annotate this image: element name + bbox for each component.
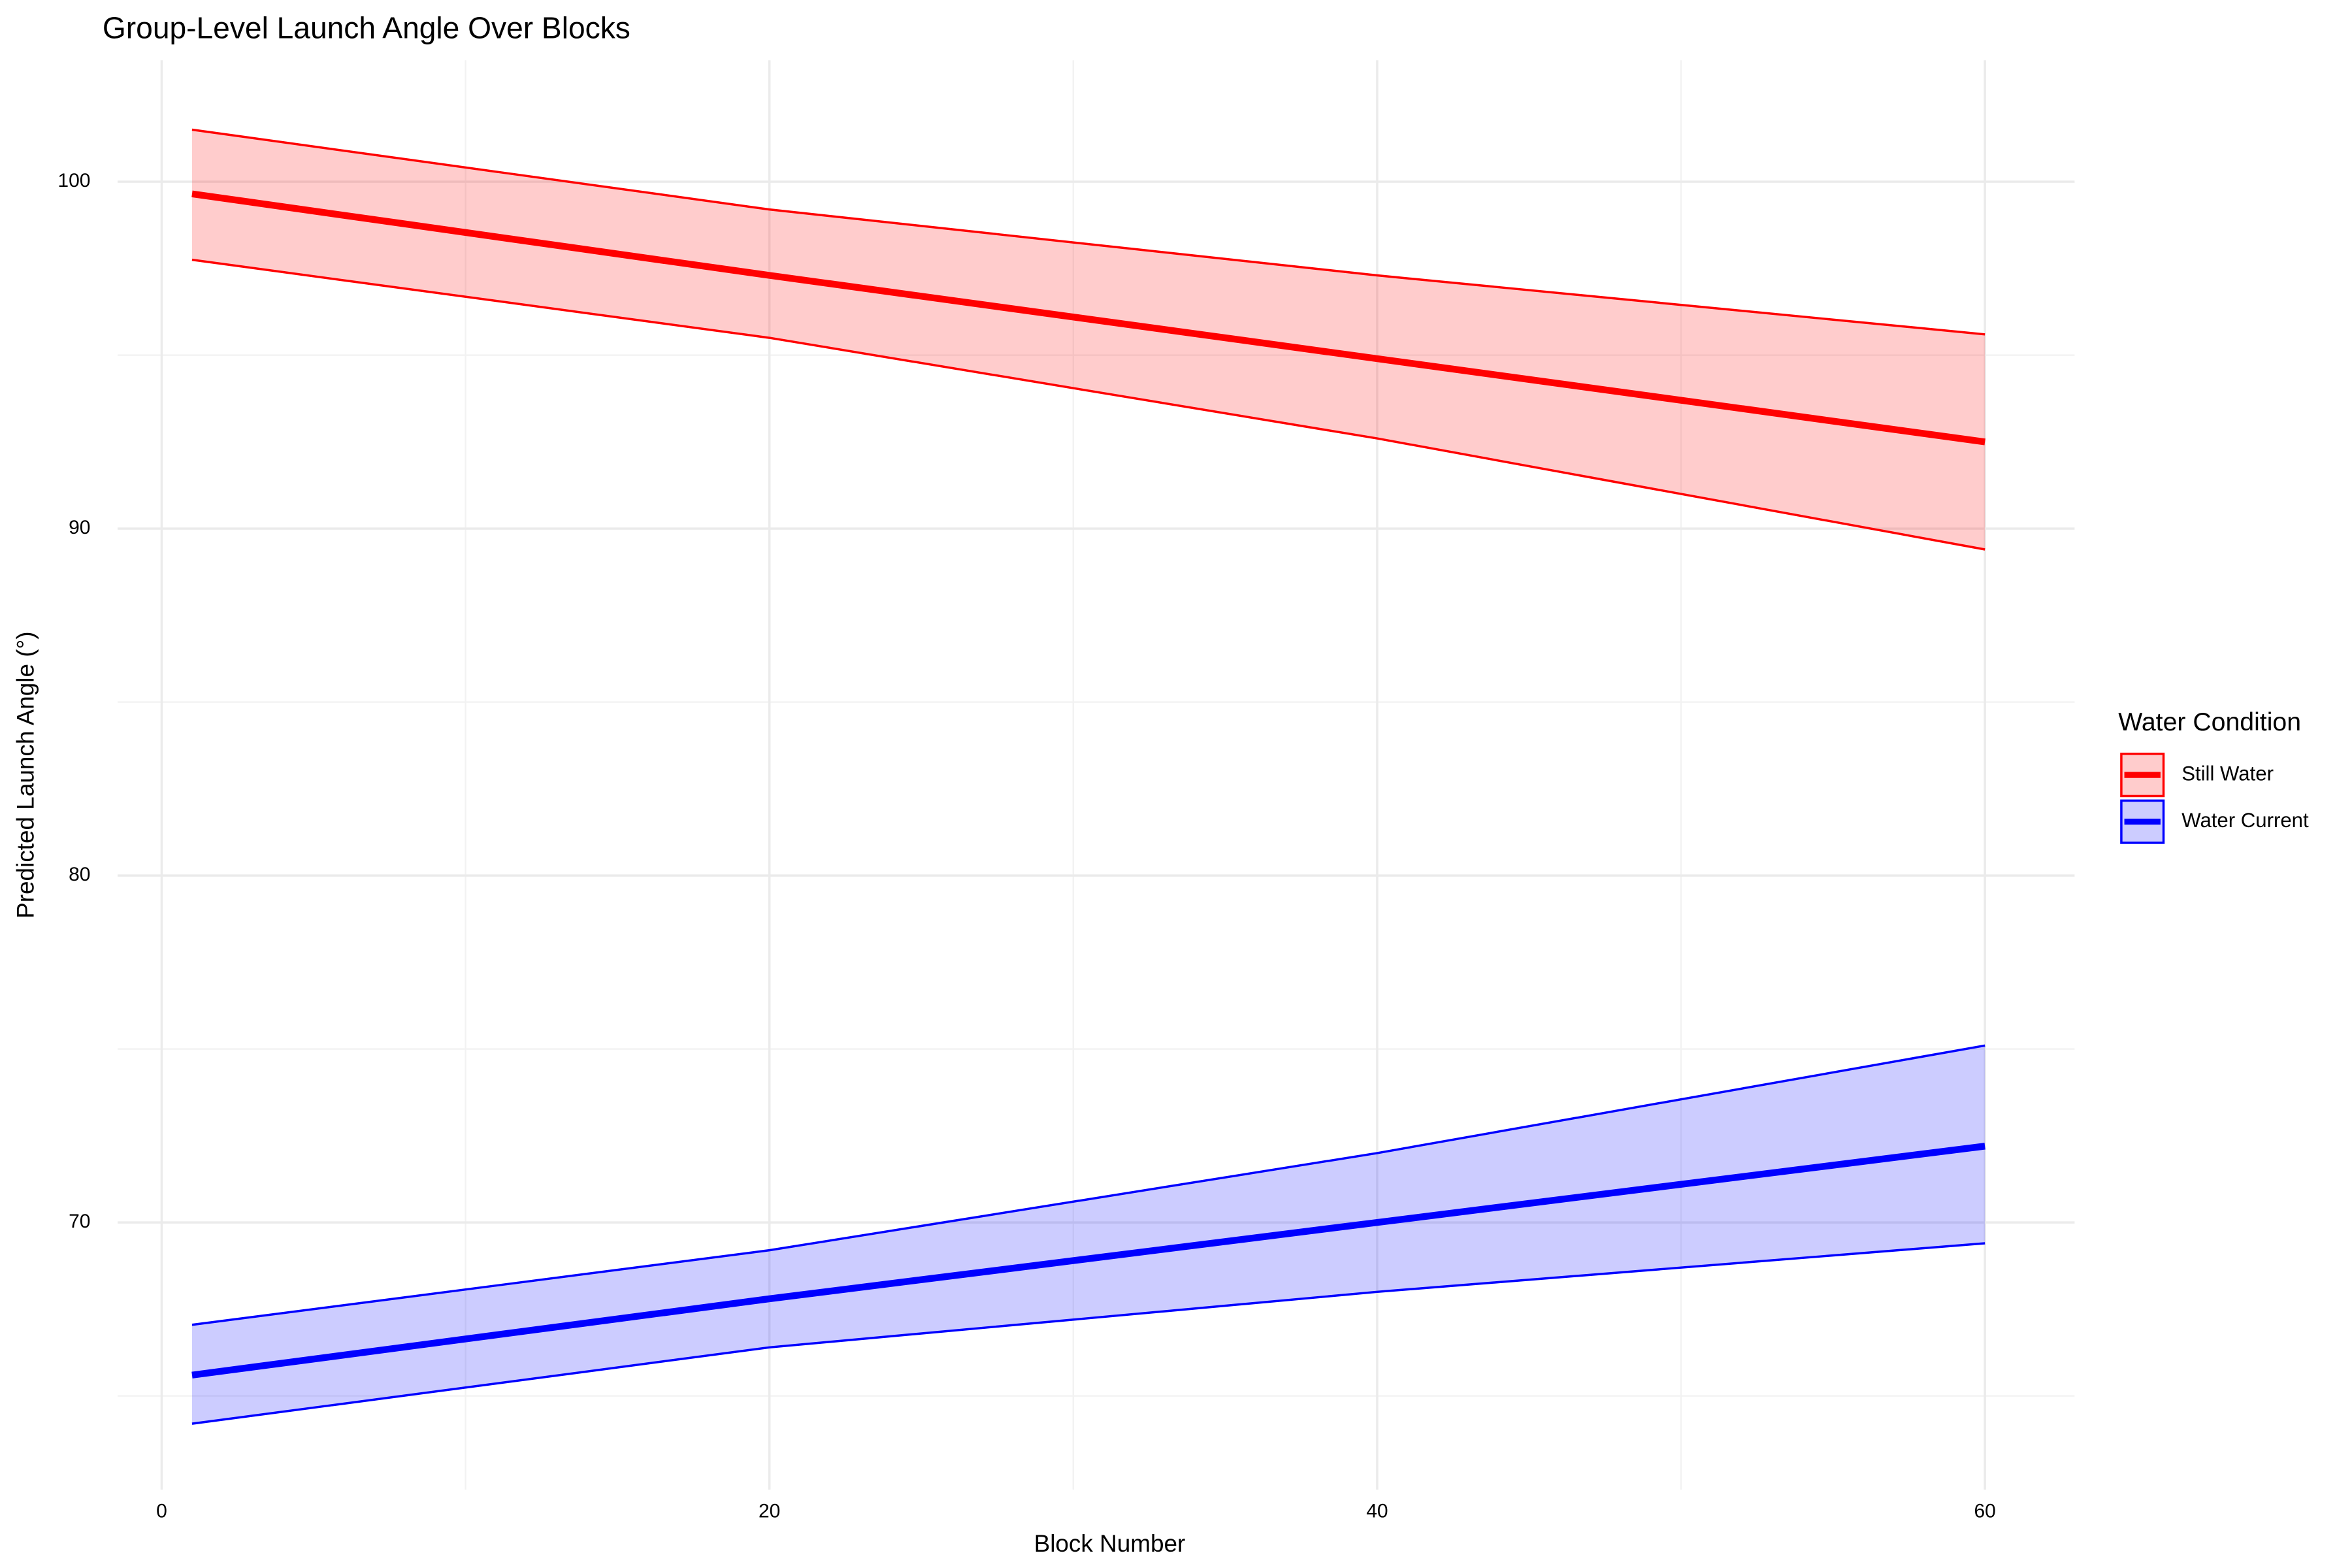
ribbon	[191, 129, 1985, 550]
legend-label: Water Current	[2181, 809, 2309, 832]
y-tick-label: 80	[69, 864, 90, 885]
ribbon-lower	[191, 1242, 1985, 1425]
y-axis-title: Predicted Launch Angle (°)	[12, 631, 39, 918]
x-tick-label: 20	[759, 1501, 780, 1522]
y-tick-label: 70	[69, 1211, 90, 1232]
legend-title: Water Condition	[2118, 708, 2301, 736]
ribbon	[191, 1045, 1985, 1424]
ribbon-upper	[191, 1044, 1985, 1326]
legend-label: Still Water	[2181, 762, 2274, 785]
chart-title: Group-Level Launch Angle Over Blocks	[103, 10, 630, 44]
x-tick-label: 40	[1366, 1501, 1388, 1522]
ribbon-upper	[191, 128, 1985, 336]
line	[191, 1143, 1985, 1379]
y-tick-label: 90	[69, 517, 90, 538]
x-tick-label: 60	[1974, 1501, 1995, 1522]
x-axis-title: Block Number	[1034, 1530, 1186, 1557]
ribbon-lower	[191, 258, 1985, 551]
line	[191, 190, 1985, 446]
y-tick-label: 100	[57, 170, 90, 191]
x-tick-label: 0	[156, 1501, 167, 1522]
